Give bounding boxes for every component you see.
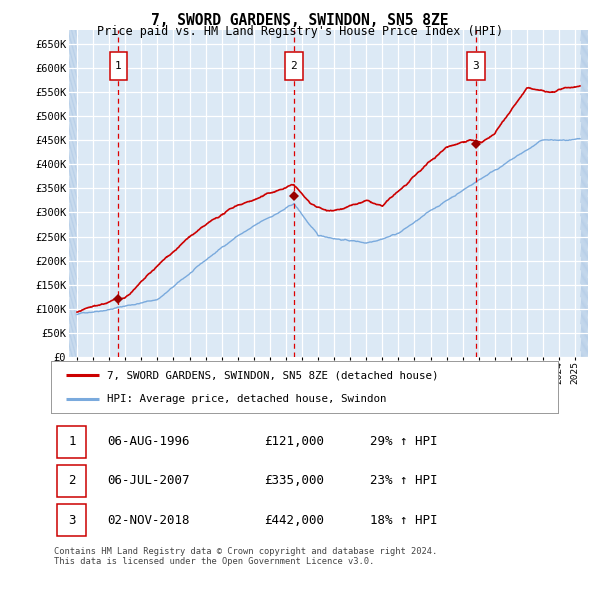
Text: 02-NOV-2018: 02-NOV-2018 xyxy=(107,514,189,527)
FancyBboxPatch shape xyxy=(57,504,86,536)
Text: 3: 3 xyxy=(473,61,479,71)
Text: 1: 1 xyxy=(68,435,76,448)
Text: 2: 2 xyxy=(68,474,76,487)
Text: 1: 1 xyxy=(115,61,122,71)
Text: HPI: Average price, detached house, Swindon: HPI: Average price, detached house, Swin… xyxy=(107,394,386,404)
Text: £121,000: £121,000 xyxy=(264,435,324,448)
FancyBboxPatch shape xyxy=(285,52,303,80)
Text: 23% ↑ HPI: 23% ↑ HPI xyxy=(370,474,438,487)
Text: 29% ↑ HPI: 29% ↑ HPI xyxy=(370,435,438,448)
Text: £335,000: £335,000 xyxy=(264,474,324,487)
Text: 7, SWORD GARDENS, SWINDON, SN5 8ZE (detached house): 7, SWORD GARDENS, SWINDON, SN5 8ZE (deta… xyxy=(107,370,438,380)
FancyBboxPatch shape xyxy=(57,426,86,458)
Text: 06-JUL-2007: 06-JUL-2007 xyxy=(107,474,189,487)
FancyBboxPatch shape xyxy=(57,465,86,497)
Text: Price paid vs. HM Land Registry's House Price Index (HPI): Price paid vs. HM Land Registry's House … xyxy=(97,25,503,38)
Text: 3: 3 xyxy=(68,514,76,527)
Text: 06-AUG-1996: 06-AUG-1996 xyxy=(107,435,189,448)
Text: Contains HM Land Registry data © Crown copyright and database right 2024.
This d: Contains HM Land Registry data © Crown c… xyxy=(54,547,437,566)
FancyBboxPatch shape xyxy=(110,52,127,80)
Text: 7, SWORD GARDENS, SWINDON, SN5 8ZE: 7, SWORD GARDENS, SWINDON, SN5 8ZE xyxy=(151,13,449,28)
Text: £442,000: £442,000 xyxy=(264,514,324,527)
FancyBboxPatch shape xyxy=(467,52,485,80)
Text: 18% ↑ HPI: 18% ↑ HPI xyxy=(370,514,438,527)
Text: 2: 2 xyxy=(290,61,298,71)
